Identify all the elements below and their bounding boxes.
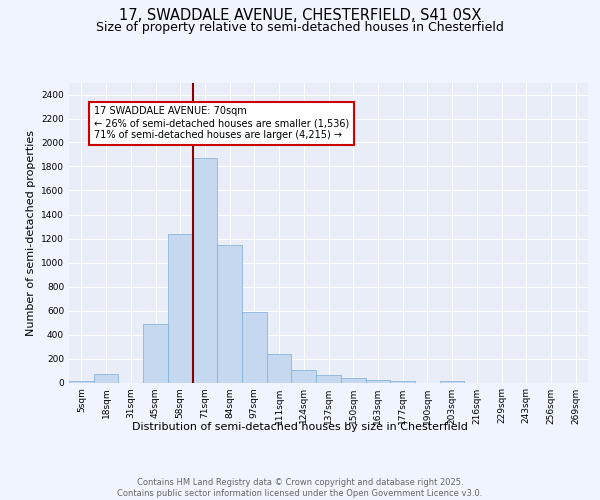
Bar xyxy=(316,376,341,382)
Bar xyxy=(242,312,267,382)
Text: 17, SWADDALE AVENUE, CHESTERFIELD, S41 0SX: 17, SWADDALE AVENUE, CHESTERFIELD, S41 0… xyxy=(119,8,481,22)
Bar xyxy=(292,370,316,382)
Bar xyxy=(390,380,415,382)
Bar xyxy=(69,380,94,382)
Bar xyxy=(193,158,217,382)
Bar xyxy=(94,374,118,382)
Text: Contains HM Land Registry data © Crown copyright and database right 2025.
Contai: Contains HM Land Registry data © Crown c… xyxy=(118,478,482,498)
Text: Size of property relative to semi-detached houses in Chesterfield: Size of property relative to semi-detach… xyxy=(96,21,504,34)
Bar xyxy=(217,245,242,382)
Bar xyxy=(365,380,390,382)
Y-axis label: Number of semi-detached properties: Number of semi-detached properties xyxy=(26,130,35,336)
Bar xyxy=(168,234,193,382)
Bar xyxy=(267,354,292,382)
Bar xyxy=(143,324,168,382)
Text: Distribution of semi-detached houses by size in Chesterfield: Distribution of semi-detached houses by … xyxy=(132,422,468,432)
Bar xyxy=(440,381,464,382)
Bar xyxy=(341,378,365,382)
Text: 17 SWADDALE AVENUE: 70sqm
← 26% of semi-detached houses are smaller (1,536)
71% : 17 SWADDALE AVENUE: 70sqm ← 26% of semi-… xyxy=(94,106,349,140)
